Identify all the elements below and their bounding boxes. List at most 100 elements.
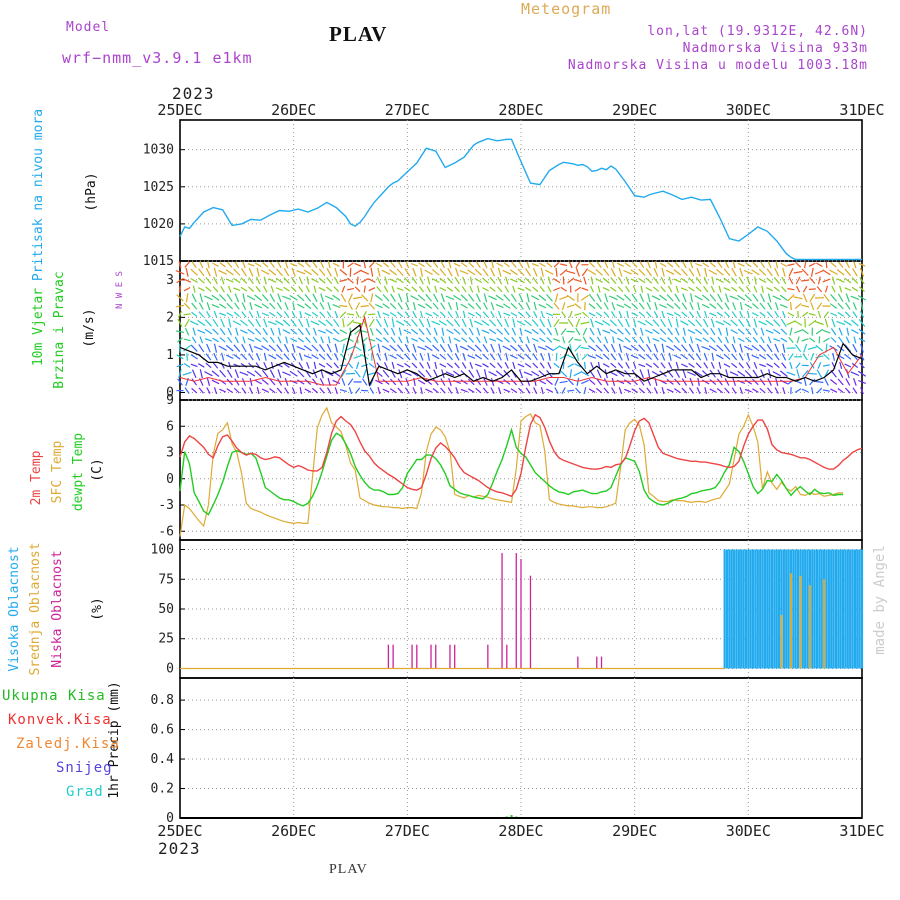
- y-tick-label-wind-3: 3: [166, 273, 174, 288]
- wind-barb: [455, 310, 460, 318]
- wind-barb: [652, 338, 660, 342]
- wind-barb: [674, 388, 681, 394]
- wind-barb: [390, 261, 396, 268]
- wind-barb: [687, 329, 696, 334]
- wind-barb: [255, 276, 261, 285]
- wind-barb: [283, 353, 290, 361]
- wind-barb: [439, 363, 447, 368]
- wind-barb: [219, 294, 227, 302]
- wind-barb: [845, 293, 850, 303]
- wind-barb: [561, 387, 566, 394]
- wind-barb: [602, 329, 611, 334]
- wind-barb: [341, 343, 345, 353]
- wind-barb: [319, 311, 325, 318]
- wind-barb: [482, 363, 489, 368]
- wind-barb: [695, 286, 702, 292]
- wind-barb: [540, 267, 544, 277]
- wind-barb: [559, 345, 569, 351]
- wind-barb: [859, 267, 865, 277]
- wind-barb: [184, 318, 190, 328]
- wind-barb: [702, 328, 709, 336]
- wind-barb: [610, 268, 616, 277]
- wind-barb: [204, 295, 213, 301]
- wind-barb: [312, 378, 318, 386]
- wind-barb: [739, 387, 744, 395]
- wind-barb: [524, 353, 532, 361]
- wind-barb: [801, 279, 810, 282]
- wind-barb: [538, 379, 547, 385]
- wind-barb: [660, 286, 666, 293]
- wind-barb: [738, 362, 744, 369]
- wind-barb: [313, 361, 317, 370]
- wind-barb: [617, 276, 624, 285]
- wind-barb: [367, 371, 377, 376]
- wind-barb: [517, 363, 525, 368]
- wind-barb: [360, 330, 369, 334]
- wind-barb: [809, 337, 816, 343]
- wind-barb: [590, 361, 594, 369]
- wind-barb: [225, 269, 234, 276]
- wind-speed-line: [179, 323, 863, 387]
- wind-barb: [376, 352, 382, 361]
- wind-barb: [191, 261, 197, 269]
- wind-barb: [438, 320, 447, 326]
- wind-barb: [708, 269, 717, 276]
- x-tick-top-28DEC: 28DEC: [498, 101, 543, 119]
- sfc-temp-line: [179, 406, 844, 537]
- x-tick-top-30DEC: 30DEC: [726, 101, 771, 119]
- wind-barb: [616, 370, 625, 377]
- wind-barb: [822, 389, 831, 392]
- year-bottom: 2023: [158, 839, 201, 858]
- wind-barb: [850, 371, 860, 377]
- wind-barb: [206, 377, 211, 386]
- sfc-axis-label: SFC Temp: [50, 441, 65, 504]
- wind-barb: [811, 387, 814, 395]
- wind-barb: [213, 343, 218, 353]
- wind-barb: [638, 387, 645, 394]
- wind-barb: [290, 286, 297, 293]
- wind-barb: [654, 302, 658, 311]
- wind-barb: [339, 305, 348, 308]
- wind-barb: [531, 263, 539, 267]
- wind-barb: [248, 276, 254, 285]
- wind-barb: [831, 318, 836, 328]
- wind-barb: [525, 343, 531, 353]
- wind-barb: [602, 287, 610, 292]
- wind-barb: [723, 277, 731, 284]
- wind-barb: [389, 269, 398, 276]
- elevation-label: Nadmorska Visina 933m: [682, 41, 868, 56]
- wind-barb: [575, 387, 581, 394]
- wind-barb: [780, 318, 787, 328]
- wind-barb: [603, 344, 610, 353]
- wind-barb: [297, 337, 304, 343]
- wind-barb: [787, 288, 795, 291]
- wind-barb: [674, 336, 680, 344]
- wind-barb: [809, 277, 816, 284]
- wind-barb: [836, 320, 846, 326]
- wind-barb: [325, 328, 333, 335]
- wind-barb: [426, 318, 431, 328]
- wind-barb: [261, 303, 269, 309]
- wind-barb: [603, 268, 610, 277]
- wind-barb: [623, 379, 632, 385]
- wind-barb: [808, 262, 816, 267]
- wind-barb: [716, 378, 723, 386]
- wind-barb: [710, 285, 715, 293]
- wind-barb: [576, 352, 580, 361]
- wind-barb: [469, 318, 474, 328]
- wind-barb: [647, 261, 651, 269]
- wind-barb: [318, 329, 327, 334]
- wind-barb: [559, 380, 568, 384]
- wind-barb: [297, 328, 304, 336]
- wind-barb: [744, 294, 753, 302]
- wind-barb: [383, 362, 389, 369]
- footer-station: PLAV: [329, 862, 368, 877]
- wind-barb: [348, 293, 353, 303]
- wind-barb: [412, 267, 417, 277]
- mid-cloud-axis-label: Srednja Oblacnost: [28, 542, 43, 675]
- wind-barb: [198, 387, 204, 394]
- wind-barb: [389, 344, 397, 352]
- wind-barb: [532, 276, 539, 285]
- wind-barb: [653, 267, 659, 277]
- wind-barb: [781, 352, 787, 361]
